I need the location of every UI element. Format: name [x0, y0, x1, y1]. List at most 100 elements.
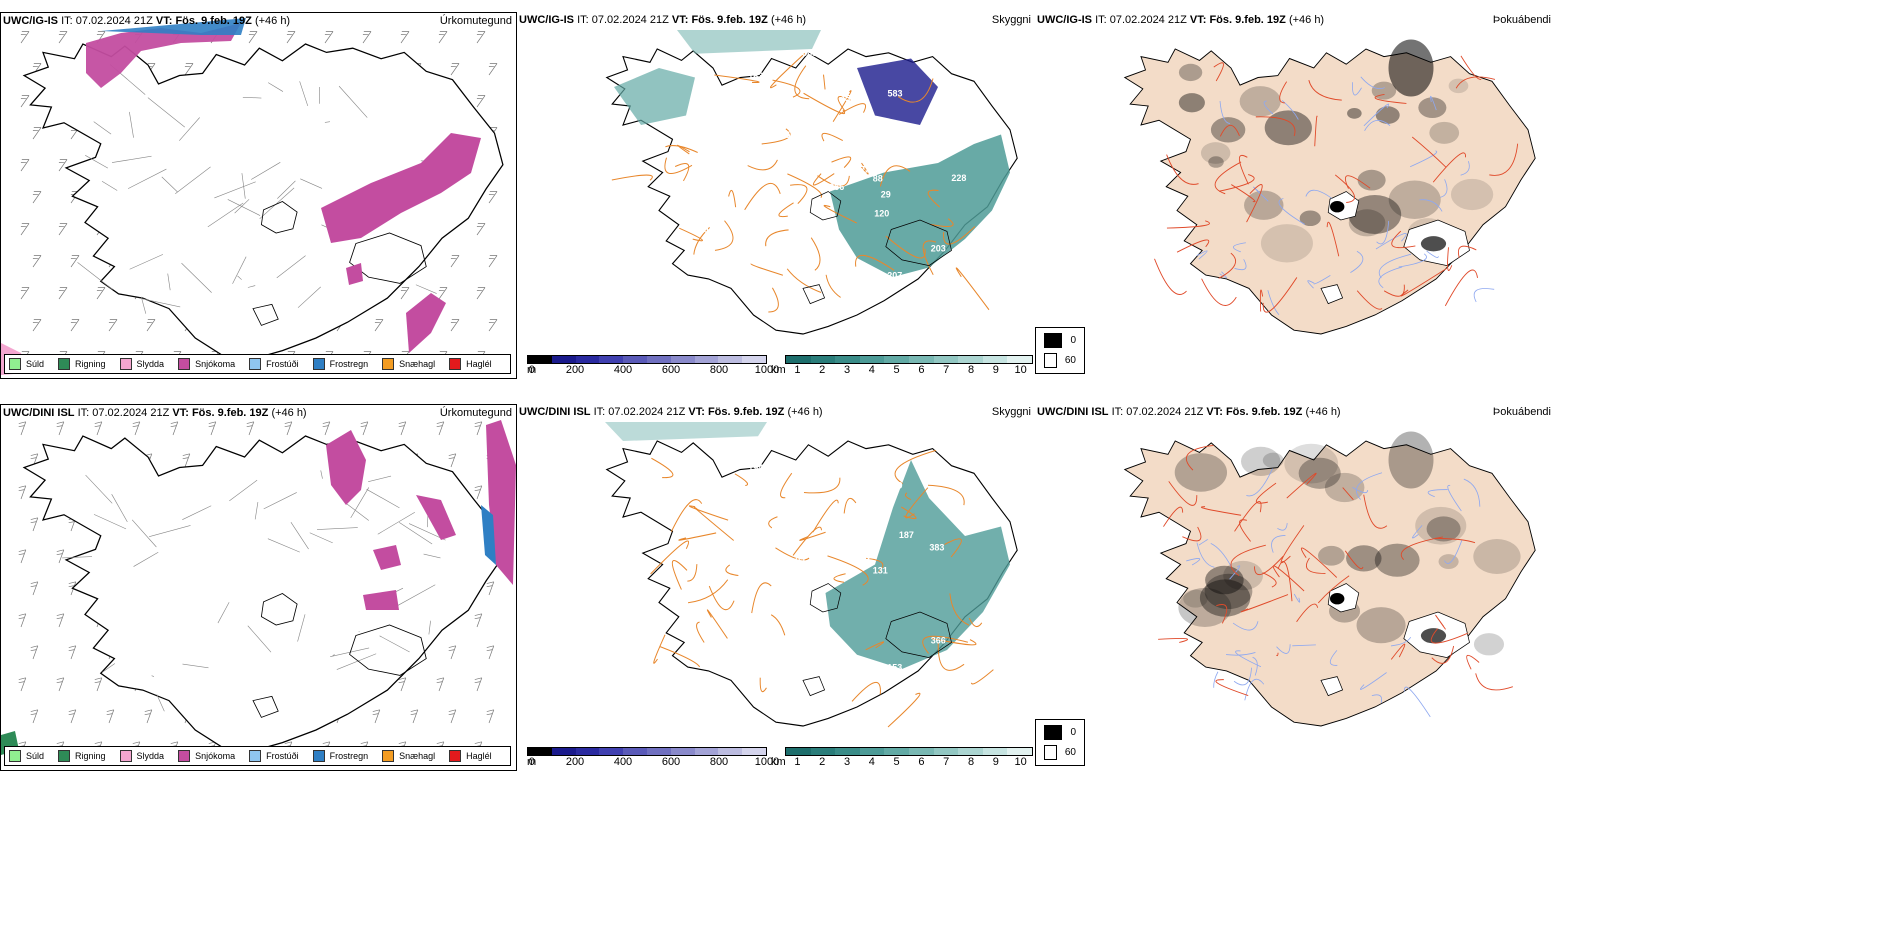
wind-barb [324, 31, 334, 44]
snow-area [416, 495, 456, 540]
road [1400, 536, 1443, 561]
road [1430, 628, 1468, 644]
wind-barb [474, 613, 483, 628]
road [687, 579, 729, 604]
snow-area [346, 263, 363, 285]
river [1210, 542, 1232, 567]
header-header-model: UWC/DINI ISL [1037, 406, 1109, 418]
coastline [23, 435, 504, 752]
road [831, 156, 852, 169]
wind-barb [18, 613, 27, 628]
colorbar-tick-label: 10 [1014, 756, 1027, 768]
legend-item: Snæhagl [382, 750, 435, 762]
header-header-model: UWC/DINI ISL [519, 406, 591, 418]
panel-header: UWC/IG-IS IT: 07.02.2024 21Z VT: Fös. 9.… [3, 15, 290, 27]
panel-header: UWC/IG-IS IT: 07.02.2024 21Z VT: Fös. 9.… [1037, 14, 1324, 26]
legend-label: Frostregn [329, 359, 369, 369]
visibility-value-label: 496 [718, 168, 733, 178]
river [1307, 280, 1315, 289]
road [677, 144, 690, 155]
river [1278, 198, 1306, 225]
colorbar-tick-label: 5 [893, 364, 900, 376]
fog-indicator-area [1178, 587, 1232, 628]
wind-barb [18, 677, 27, 692]
header-header-it-value: 07.02.2024 21Z [608, 406, 686, 418]
road [714, 74, 760, 84]
wind-barb [146, 319, 156, 332]
map-canvas [1, 18, 504, 375]
road [803, 477, 841, 494]
road [780, 472, 793, 499]
wind-barb [32, 319, 42, 332]
snow-area [86, 23, 241, 88]
wind-barb [374, 319, 384, 332]
river [1313, 275, 1331, 285]
legend-swatch [449, 358, 462, 370]
legend-item: Haglél [449, 358, 492, 370]
fog-indicator-area [1284, 443, 1339, 484]
road [810, 237, 821, 271]
visibility-value-label: 120 [693, 224, 708, 234]
road [1460, 55, 1482, 80]
river [1233, 242, 1246, 253]
wind-barb [106, 709, 115, 724]
wind-barb [32, 255, 42, 268]
road [772, 79, 801, 98]
visibility-value-label: 88 [703, 142, 713, 152]
visibility-value-label: 684 [746, 238, 762, 248]
road [1344, 550, 1364, 570]
road [821, 132, 843, 142]
colorbar-tick-label: 600 [661, 364, 681, 376]
colorbar-swatch [884, 356, 909, 363]
legend-label: Haglél [466, 751, 492, 761]
colorbar-swatch [835, 748, 860, 755]
legend-swatch [249, 750, 262, 762]
legend-swatch [58, 750, 71, 762]
road [1280, 525, 1305, 564]
road [1411, 136, 1447, 168]
road [689, 505, 729, 521]
road [1458, 245, 1477, 258]
road [761, 128, 791, 145]
wind-barb [448, 645, 457, 660]
header-header-vt-value: Fös. 9.feb. 19Z [191, 407, 269, 419]
fog-indicator-area [1420, 628, 1447, 644]
legend-item: Haglél [449, 750, 492, 762]
colorbar-swatch [908, 356, 934, 363]
wind-barb [18, 421, 27, 436]
legend-swatch [1044, 353, 1057, 368]
road [1489, 143, 1519, 176]
header-header-it-value: 07.02.2024 21Z [591, 14, 669, 26]
map-canvas [1, 420, 516, 756]
precip-type-legend: Súld Rigning Slydda Snjókoma Frostúði Frostre… [4, 746, 511, 766]
visibility-value-label: 305 [777, 194, 792, 204]
legend-item: Snjókoma [178, 750, 235, 762]
road [1390, 643, 1406, 660]
road [751, 582, 772, 614]
header-header-vt-label: VT: [688, 406, 705, 418]
road [827, 555, 869, 586]
river [1444, 540, 1463, 564]
visibility-value-label: 453 [840, 93, 855, 103]
wind-barb [410, 709, 419, 724]
panel-header: UWC/DINI ISL IT: 07.02.2024 21Z VT: Fös.… [519, 406, 823, 418]
header-header-it-value: 07.02.2024 21Z [1126, 406, 1204, 418]
fog-indicator-area [1239, 86, 1281, 117]
road [1444, 269, 1478, 307]
visibility-value-label: 156 [780, 130, 795, 140]
map-canvas: 972 305 453 203 194 162 163 163 88 96 583 207 786 263… [606, 30, 1018, 335]
legend-label: 0 [1070, 727, 1076, 738]
wind-barb [208, 421, 217, 436]
legend-label: Slydda [136, 359, 165, 369]
wind-barb [476, 287, 486, 300]
fog-indicator-area [1244, 190, 1284, 220]
road [970, 669, 994, 685]
fog-legend: 0 60 [1035, 327, 1085, 374]
wind-barb [70, 255, 80, 268]
wind-barb [398, 421, 407, 436]
fog-indicator-area [1204, 573, 1253, 610]
visibility-value-label: 115 [777, 586, 792, 596]
header-header-it-label: IT: [1111, 406, 1124, 418]
road [922, 635, 968, 654]
road [1182, 526, 1202, 542]
